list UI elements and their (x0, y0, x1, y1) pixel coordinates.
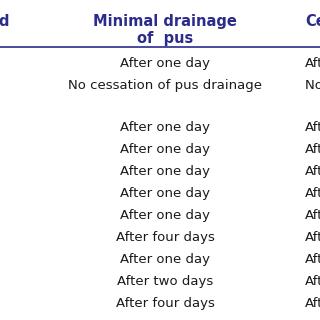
Text: No cessation of pus drainage: No cessation of pus drainage (68, 79, 262, 92)
Text: After one day: After one day (120, 57, 210, 70)
Text: After two days: After two days (117, 275, 213, 288)
Text: Aft: Aft (305, 187, 320, 200)
Text: After four days: After four days (116, 231, 214, 244)
Text: Aft: Aft (305, 143, 320, 156)
Text: After one day: After one day (120, 121, 210, 134)
Text: Aft: Aft (305, 57, 320, 70)
Text: Afte: Afte (305, 297, 320, 310)
Text: Aft: Aft (305, 275, 320, 288)
Text: Afte: Afte (305, 121, 320, 134)
Text: After one day: After one day (120, 187, 210, 200)
Text: Aft: Aft (305, 165, 320, 178)
Text: After one day: After one day (120, 253, 210, 266)
Text: of  pus: of pus (137, 31, 193, 46)
Text: After one day: After one day (120, 143, 210, 156)
Text: Aft: Aft (305, 209, 320, 222)
Text: After one day: After one day (120, 209, 210, 222)
Text: d: d (0, 14, 9, 29)
Text: Cess: Cess (305, 14, 320, 29)
Text: Aft: Aft (305, 231, 320, 244)
Text: After one day: After one day (120, 165, 210, 178)
Text: No ce: No ce (305, 79, 320, 92)
Text: Aft: Aft (305, 253, 320, 266)
Text: After four days: After four days (116, 297, 214, 310)
Text: Minimal drainage: Minimal drainage (93, 14, 237, 29)
